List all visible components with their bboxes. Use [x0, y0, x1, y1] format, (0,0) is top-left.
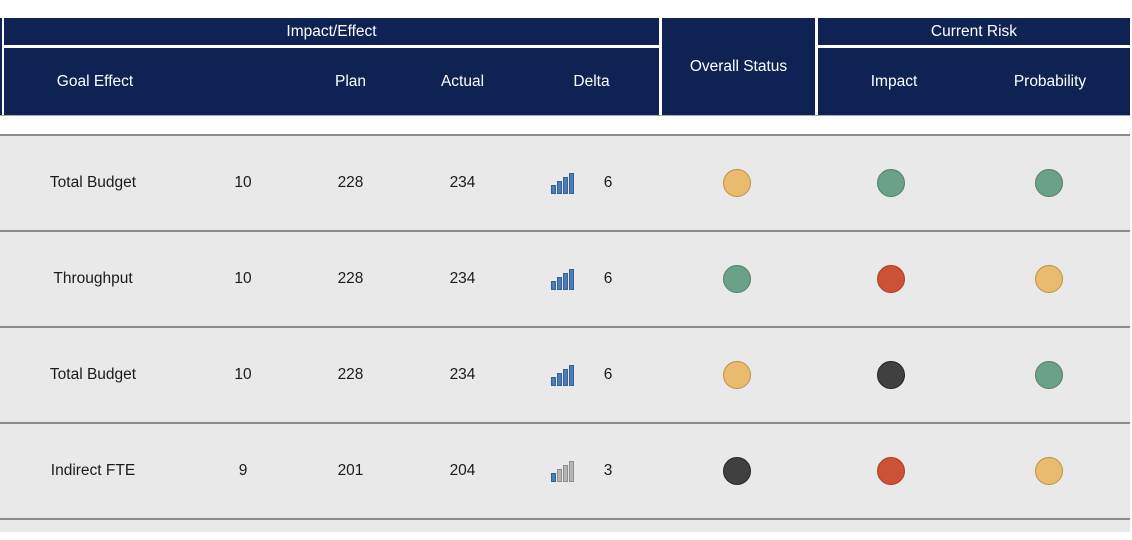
impact-indicator [877, 265, 905, 293]
header-group-overall-status: Overall Status [662, 18, 815, 115]
column-header-goal-effect[interactable]: Goal Effect [56, 72, 134, 90]
delta-cell: 6 [524, 172, 659, 194]
plan-cell: 228 [337, 366, 364, 383]
table-body: Total Budget 10 228 234 6 Throughput 10 … [0, 134, 1130, 532]
probability-cell [967, 361, 1130, 389]
impact-indicator [877, 457, 905, 485]
actual-cell: 234 [449, 174, 476, 191]
weight-cell: 10 [234, 270, 252, 287]
plan-cell: 201 [337, 462, 364, 479]
probability-indicator [1034, 169, 1063, 197]
header-group-impact-effect: Impact/Effect Goal Effect Plan Actual De… [4, 18, 659, 115]
overall-status-indicator [723, 361, 751, 389]
overall-status-indicator [723, 169, 751, 197]
delta-bars-icon [550, 172, 574, 194]
probability-cell [967, 169, 1130, 197]
table-row-partial[interactable] [0, 520, 1130, 532]
header-group-current-risk: Current Risk Impact Probability [818, 18, 1130, 115]
overall-status-indicator [723, 265, 751, 293]
delta-bars-icon [550, 268, 574, 290]
impact-cell [815, 361, 967, 389]
overall-status-cell [659, 169, 815, 197]
goal-effect-cell: Throughput [53, 270, 133, 287]
delta-value: 6 [603, 174, 613, 191]
table-row[interactable]: Throughput 10 228 234 6 [0, 232, 1130, 328]
column-header-impact[interactable]: Impact [870, 72, 918, 90]
impact-indicator [877, 169, 905, 197]
probability-indicator [1034, 265, 1063, 293]
delta-value: 6 [603, 366, 613, 383]
probability-indicator [1034, 457, 1063, 485]
actual-cell: 234 [449, 366, 476, 383]
table-row[interactable]: Total Budget 10 228 234 6 [0, 136, 1130, 232]
delta-value: 6 [603, 270, 613, 287]
delta-bars-icon [550, 364, 574, 386]
actual-cell: 204 [449, 462, 476, 479]
goal-effect-cell: Total Budget [49, 174, 137, 191]
group-header-impact-effect: Impact/Effect [4, 18, 659, 45]
weight-cell: 10 [234, 366, 252, 383]
plan-cell: 228 [337, 270, 364, 287]
impact-cell [815, 169, 967, 197]
table-row[interactable]: Total Budget 10 228 234 6 [0, 328, 1130, 424]
delta-cell: 3 [524, 460, 659, 482]
impact-cell [815, 457, 967, 485]
column-header-plan[interactable]: Plan [334, 72, 367, 90]
probability-cell [967, 457, 1130, 485]
column-header-weight[interactable] [186, 48, 300, 115]
impact-indicator [877, 361, 905, 389]
group-header-current-risk: Current Risk [818, 18, 1130, 45]
header-left-cutoff [0, 18, 2, 115]
delta-bars-icon [550, 460, 574, 482]
overall-status-cell [659, 265, 815, 293]
table-row[interactable]: Indirect FTE 9 201 204 3 [0, 424, 1130, 520]
goal-effect-cell: Indirect FTE [50, 462, 136, 479]
weight-cell: 9 [238, 462, 248, 479]
weight-cell: 10 [234, 174, 252, 191]
overall-status-cell [659, 361, 815, 389]
header-divider [0, 115, 1130, 116]
impact-cell [815, 265, 967, 293]
column-header-overall-status[interactable]: Overall Status [689, 57, 788, 75]
goal-effect-cell: Total Budget [49, 366, 137, 383]
actual-cell: 234 [449, 270, 476, 287]
delta-cell: 6 [524, 364, 659, 386]
plan-cell: 228 [337, 174, 364, 191]
overall-status-cell [659, 457, 815, 485]
column-header-probability[interactable]: Probability [1013, 72, 1087, 90]
probability-cell [967, 265, 1130, 293]
delta-cell: 6 [524, 268, 659, 290]
column-header-actual[interactable]: Actual [440, 72, 485, 90]
delta-value: 3 [603, 462, 613, 479]
column-header-delta[interactable]: Delta [573, 72, 610, 90]
overall-status-indicator [723, 457, 751, 485]
probability-indicator [1034, 361, 1063, 389]
